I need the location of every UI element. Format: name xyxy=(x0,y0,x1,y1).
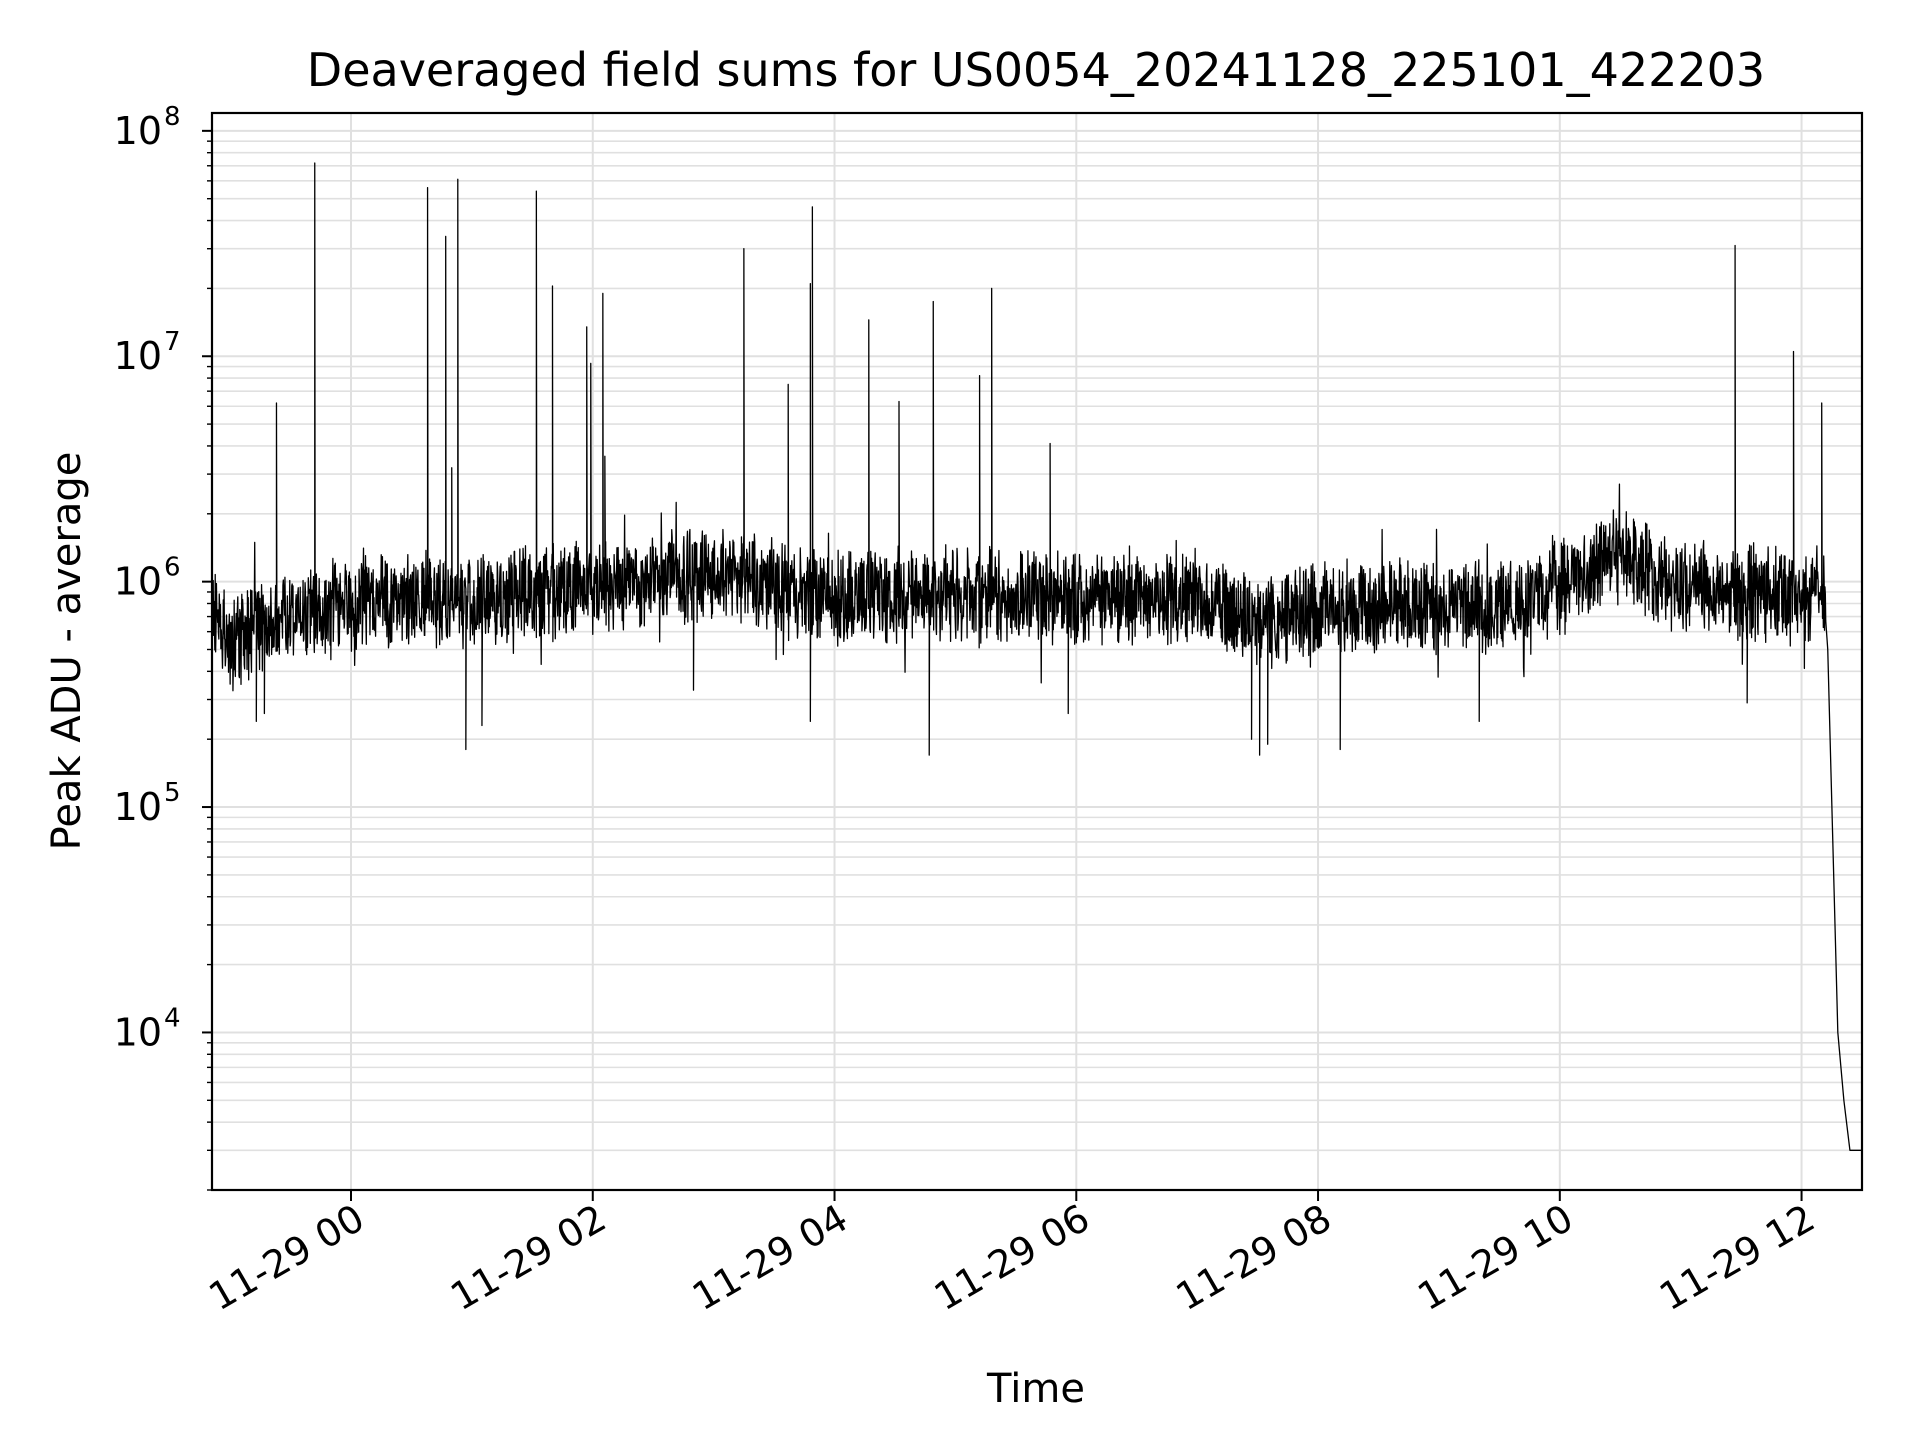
x-axis-label: Time xyxy=(986,1366,1085,1412)
y-tick-label-exponent: 5 xyxy=(164,778,181,808)
y-tick-label: 10 xyxy=(114,109,162,153)
y-tick-label-exponent: 8 xyxy=(164,102,181,132)
y-tick-label-exponent: 4 xyxy=(164,1003,181,1033)
y-tick-label-exponent: 6 xyxy=(164,553,181,583)
y-tick-label-base: 10 xyxy=(114,785,162,829)
y-tick-label: 10 xyxy=(114,334,162,378)
chart-title: Deaveraged field sums for US0054_2024112… xyxy=(307,43,1765,97)
y-tick-label-exponent: 7 xyxy=(164,327,181,357)
y-tick-label-base: 10 xyxy=(114,560,162,604)
y-tick-label: 10 xyxy=(114,560,162,604)
y-tick-label-base: 10 xyxy=(114,1010,162,1054)
plot-frame xyxy=(210,111,1864,1192)
y-tick-label-base: 10 xyxy=(114,109,162,153)
y-tick-label: 10 xyxy=(114,785,162,829)
plot-area xyxy=(212,162,1862,1151)
y-tick-label-base: 10 xyxy=(114,334,162,378)
y-axis-label: Peak ADU - average xyxy=(44,452,90,851)
y-tick-label: 10 xyxy=(114,1010,162,1054)
series-line xyxy=(212,162,1862,1151)
